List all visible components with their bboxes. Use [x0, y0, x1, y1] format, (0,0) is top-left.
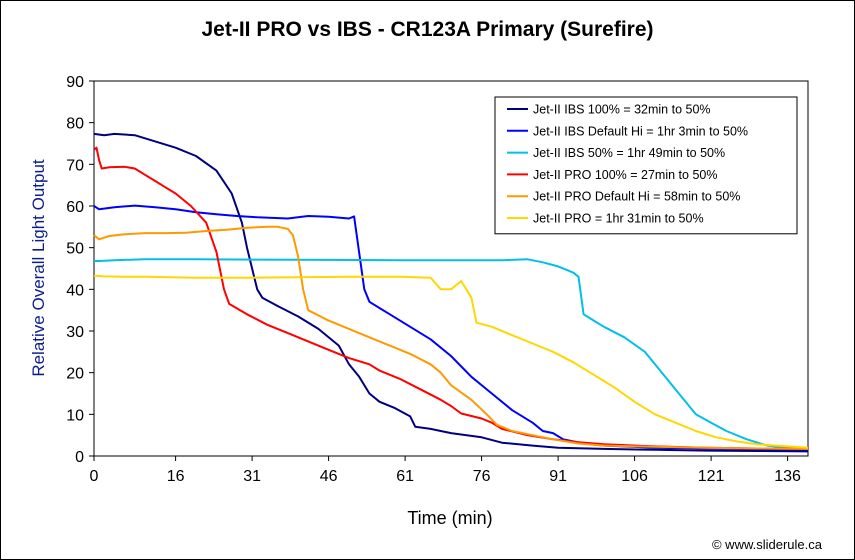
y-tick-label: 20: [66, 366, 84, 383]
series-line-3: [94, 258, 809, 450]
y-tick-label: 30: [66, 324, 84, 341]
y-tick-label: 90: [66, 74, 84, 91]
y-tick-label: 40: [66, 282, 84, 299]
series-line-5: [93, 225, 809, 450]
legend-label: Jet-II PRO 100% = 27min to 50%: [533, 168, 717, 182]
x-tick-label: 46: [320, 468, 338, 485]
legend-box: [494, 96, 798, 235]
series-layer: [93, 132, 809, 453]
legend-label: Jet-II IBS 100% = 32min to 50%: [533, 103, 711, 117]
chart-axes: 0 10 20 30 40 50 60 70 80 90 0 16 31 46 61 76 91 106 121 13…: [66, 74, 809, 485]
series-line-2: [93, 204, 809, 451]
legend: Jet-II IBS 100% = 32min to 50% Jet-II IBS…: [494, 96, 798, 235]
credit-text: © www.sliderule.ca: [712, 537, 823, 552]
legend-label: Jet-II PRO = 1hr 31min to 50%: [533, 212, 704, 226]
x-axis-label: Time (min): [407, 508, 492, 528]
x-tick-label: 0: [90, 468, 99, 485]
y-axis-label: Relative Overall Light Output: [29, 159, 48, 377]
y-tick-label: 10: [66, 407, 84, 424]
series-line-6: [93, 274, 809, 449]
plot-area: [93, 80, 809, 457]
y-tick-label: 50: [66, 241, 84, 258]
x-tick-label: 76: [473, 468, 491, 485]
y-tick-label: 60: [66, 199, 84, 216]
legend-label: Jet-II PRO Default Hi = 58min to 50%: [533, 190, 740, 204]
y-tick-label: 0: [75, 449, 84, 466]
legend-label: Jet-II IBS Default Hi = 1hr 3min to 50%: [533, 124, 748, 138]
legend-label: Jet-II IBS 50% = 1hr 49min to 50%: [533, 146, 725, 160]
x-tick-label: 121: [698, 468, 725, 485]
chart-title: Jet-II PRO vs IBS - CR123A Primary (Sure…: [201, 18, 654, 41]
x-tick-label: 61: [396, 468, 414, 485]
y-tick-label: 80: [66, 116, 84, 133]
x-tick-label: 31: [243, 468, 261, 485]
y-tick-label: 70: [66, 157, 84, 174]
x-tick-label: 106: [621, 468, 648, 485]
x-tick-label: 136: [774, 468, 801, 485]
x-tick-label: 91: [549, 468, 567, 485]
x-tick-label: 16: [167, 468, 185, 485]
